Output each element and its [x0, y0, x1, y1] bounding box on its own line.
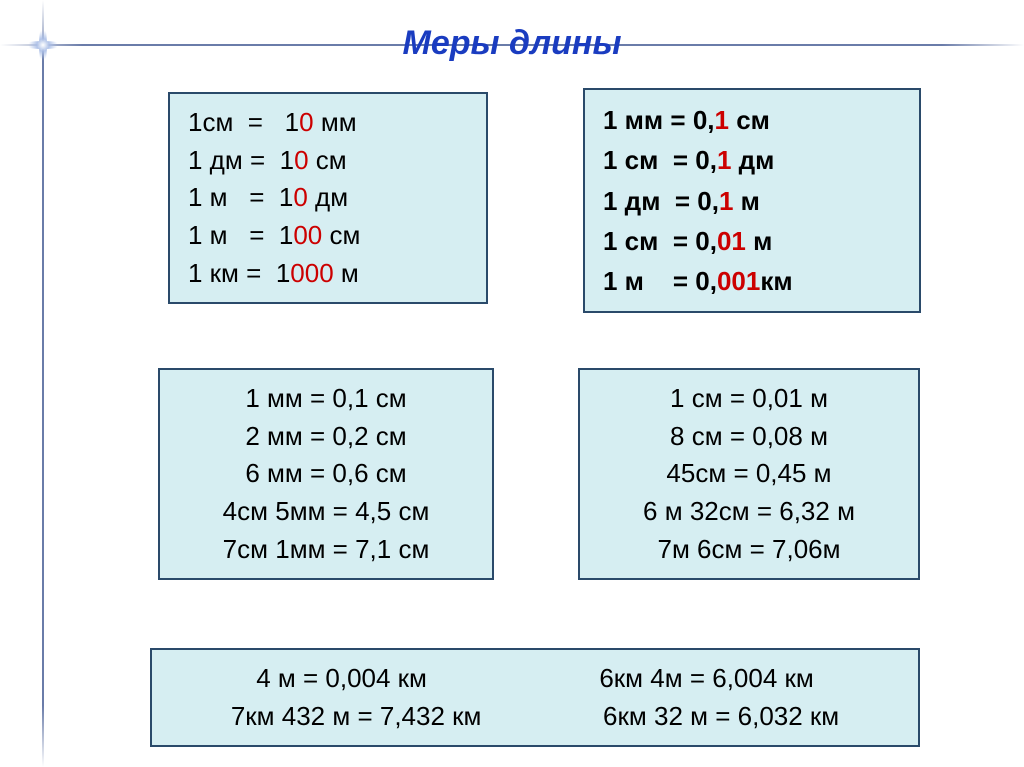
example-row: 45см = 0,45 м: [598, 455, 900, 493]
example-cell: 7км 432 м = 7,432 км: [231, 698, 482, 736]
decorative-vline: [42, 0, 44, 767]
example-row: 8 см = 0,08 м: [598, 418, 900, 456]
box-cm-to-m: 1 см = 0,01 м 8 см = 0,08 м 45см = 0,45 …: [578, 368, 920, 580]
example-row: 7см 1мм = 7,1 см: [178, 531, 474, 569]
conv-row: 1 м = 100 см: [188, 217, 468, 255]
conv-row: 1 см = 0,1 дм: [603, 140, 901, 180]
conv-row: 1 см = 0,01 м: [603, 221, 901, 261]
example-row: 1 мм = 0,1 см: [178, 380, 474, 418]
example-cell: 6км 4м = 6,004 км: [599, 660, 813, 698]
example-row: 7км 432 м = 7,432 км 6км 32 м = 6,032 км: [170, 698, 900, 736]
example-cell: 6км 32 м = 6,032 км: [603, 698, 839, 736]
conv-row: 1 мм = 0,1 см: [603, 100, 901, 140]
example-row: 4 м = 0,004 км 6км 4м = 6,004 км: [170, 660, 900, 698]
conv-row: 1 дм = 10 см: [188, 142, 468, 180]
conv-row: 1см = 10 мм: [188, 104, 468, 142]
example-row: 1 см = 0,01 м: [598, 380, 900, 418]
conv-row: 1 м = 10 дм: [188, 179, 468, 217]
example-cell: 4 м = 0,004 км: [256, 660, 427, 698]
page-title: Меры длины: [0, 24, 1024, 63]
box-descending-units: 1 мм = 0,1 см 1 см = 0,1 дм 1 дм = 0,1 м…: [583, 88, 921, 313]
example-row: 6 м 32см = 6,32 м: [598, 493, 900, 531]
example-row: 2 мм = 0,2 см: [178, 418, 474, 456]
conv-row: 1 м = 0,001км: [603, 261, 901, 301]
box-mm-to-cm: 1 мм = 0,1 см 2 мм = 0,2 см 6 мм = 0,6 с…: [158, 368, 494, 580]
conv-row: 1 дм = 0,1 м: [603, 181, 901, 221]
example-row: 7м 6см = 7,06м: [598, 531, 900, 569]
example-row: 4см 5мм = 4,5 см: [178, 493, 474, 531]
example-row: 6 мм = 0,6 см: [178, 455, 474, 493]
box-m-to-km: 4 м = 0,004 км 6км 4м = 6,004 км 7км 432…: [150, 648, 920, 747]
conv-row: 1 км = 1000 м: [188, 255, 468, 293]
box-ascending-units: 1см = 10 мм 1 дм = 10 см 1 м = 10 дм 1 м…: [168, 92, 488, 304]
